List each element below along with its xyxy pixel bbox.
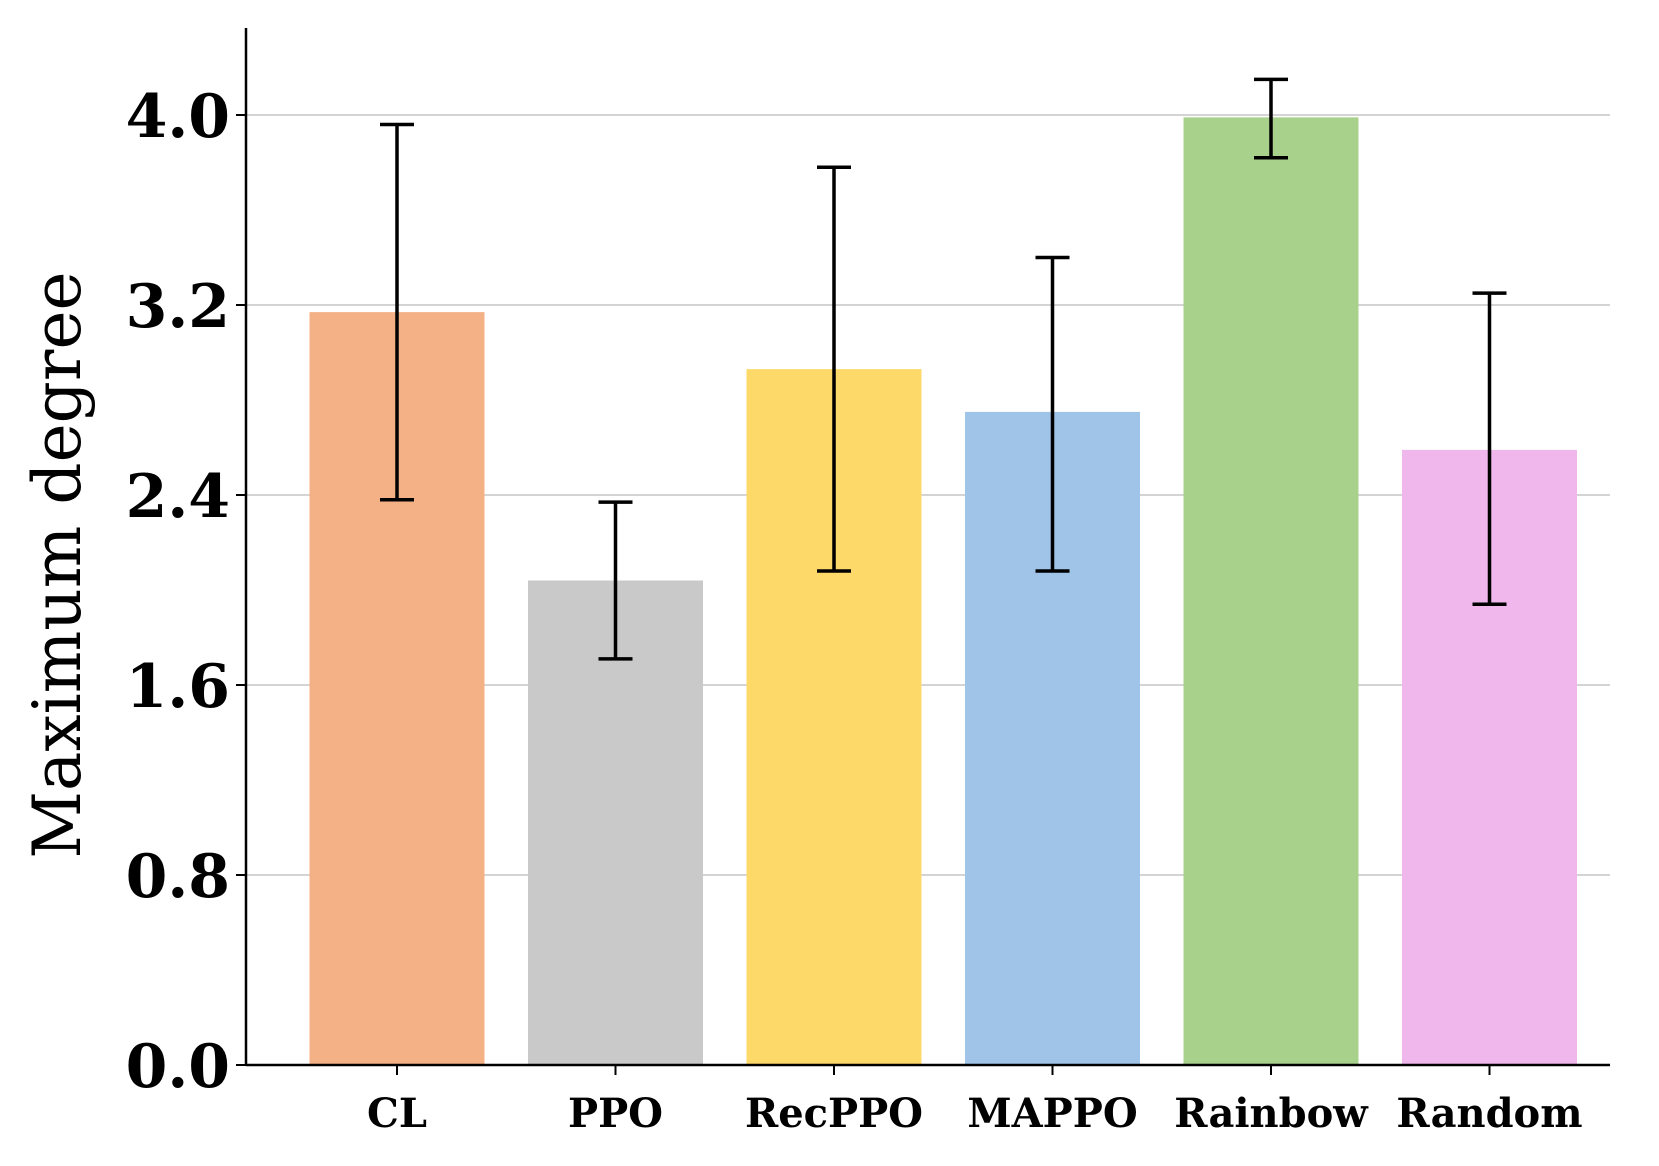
bar-rainbow xyxy=(1183,117,1359,1065)
y-tick-label: 0.0 xyxy=(126,1032,230,1102)
y-tick-labels: 0.0 0.8 1.6 2.4 3.2 4.0 xyxy=(126,82,230,1102)
x-tick-label-recppo: RecPPO xyxy=(745,1090,923,1137)
y-tick-label: 1.6 xyxy=(126,652,230,722)
y-tick-label: 3.2 xyxy=(126,272,230,342)
x-tick-label-rainbow: Rainbow xyxy=(1174,1090,1369,1137)
x-tick-label-ppo: PPO xyxy=(568,1090,663,1137)
bars xyxy=(309,117,1577,1065)
y-tick-label: 0.8 xyxy=(126,842,230,912)
x-tick-labels: CL PPO RecPPO MAPPO Rainbow Random xyxy=(367,1090,1583,1137)
y-tick-label: 2.4 xyxy=(126,462,230,532)
bar-ppo xyxy=(528,580,703,1065)
x-tick-label-mappo: MAPPO xyxy=(967,1090,1137,1137)
x-tick-label-cl: CL xyxy=(367,1090,427,1137)
axes xyxy=(236,28,1610,1075)
y-axis-label: Maximum degree xyxy=(19,271,96,858)
x-tick-label-random: Random xyxy=(1396,1090,1582,1137)
y-tick-label: 4.0 xyxy=(126,82,230,152)
error-bars xyxy=(380,77,1507,661)
